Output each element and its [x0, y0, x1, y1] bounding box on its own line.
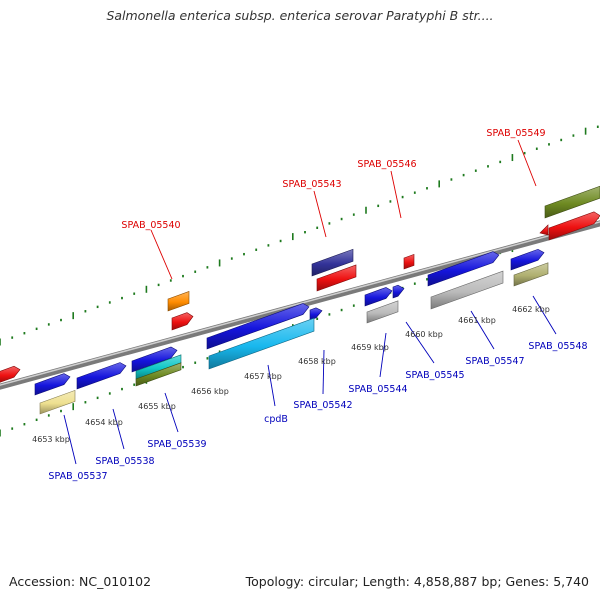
gene-feature — [392, 284, 405, 299]
gene-label-spab_05540: SPAB_05540 — [121, 220, 180, 231]
kbp-label: 4653 kbp — [32, 435, 70, 444]
gene-label-spab_05545: SPAB_05545 — [405, 370, 464, 381]
leader-line — [322, 349, 325, 395]
leader-line — [532, 295, 557, 335]
gene-feature — [510, 248, 545, 271]
gene-label-spab_05539: SPAB_05539 — [147, 439, 206, 450]
gene-feature — [513, 262, 549, 287]
kbp-label: 4661 kbp — [458, 316, 496, 325]
map-title: Salmonella enterica subsp. enterica sero… — [106, 8, 494, 23]
gene-feature — [366, 300, 399, 324]
leader-line — [63, 414, 77, 465]
gene-feature — [364, 287, 393, 307]
leader-line — [267, 364, 276, 407]
gene-feature — [171, 312, 194, 331]
gene-label-cpdb: cpdB — [264, 414, 288, 425]
leader-line — [112, 408, 125, 450]
gene-feature — [544, 185, 600, 219]
gene-label-spab_05538: SPAB_05538 — [95, 456, 154, 467]
backbone-highlight — [0, 221, 600, 386]
gene-feature — [0, 365, 21, 383]
kbp-label: 4662 kbp — [512, 305, 550, 314]
top-tick-track — [0, 125, 599, 346]
kbp-label: 4658 kbp — [298, 357, 336, 366]
gene-feature — [39, 389, 76, 415]
gene-feature — [208, 317, 315, 370]
gene-label-spab_05547: SPAB_05547 — [465, 356, 524, 367]
leader-line — [517, 139, 537, 187]
kbp-label: 4656 kbp — [191, 387, 229, 396]
gene-features — [0, 185, 600, 415]
label-leader-lines — [63, 139, 557, 465]
gene-label-spab_05549: SPAB_05549 — [486, 128, 545, 139]
leader-line — [470, 310, 495, 350]
gene-label-spab_05537: SPAB_05537 — [48, 471, 107, 482]
gene-feature — [206, 303, 310, 350]
gene-feature — [311, 248, 354, 277]
kbp-label: 4659 kbp — [351, 343, 389, 352]
leader-line — [390, 170, 402, 219]
accession-text: Accession: NC_010102 — [9, 574, 152, 589]
gene-label-spab_05542: SPAB_05542 — [293, 400, 352, 411]
leader-line — [405, 321, 435, 364]
gene-feature — [539, 224, 549, 236]
kbp-scale-labels: 4653 kbp 4654 kbp 4655 kbp 4656 kbp 4657 kbp… — [32, 305, 550, 444]
genome-summary-text: Topology: circular; Length: 4,858,887 bp… — [245, 574, 589, 589]
leader-line — [313, 190, 327, 238]
gene-feature — [403, 253, 415, 270]
gene-feature — [316, 264, 357, 292]
kbp-label: 4654 kbp — [85, 418, 123, 427]
gene-feature — [430, 270, 504, 310]
gene-label-spab_05546: SPAB_05546 — [357, 159, 416, 170]
kbp-label: 4657 kbp — [244, 372, 282, 381]
kbp-label: 4660 kbp — [405, 330, 443, 339]
leader-line — [164, 392, 179, 433]
gene-feature — [34, 373, 71, 396]
gene-feature — [76, 362, 127, 390]
gene-label-spab_05548: SPAB_05548 — [528, 341, 587, 352]
gene-feature — [135, 362, 182, 387]
gene-feature — [427, 251, 500, 287]
gene-label-spab_05544: SPAB_05544 — [348, 384, 407, 395]
gene-feature — [167, 291, 190, 312]
kbp-label: 4655 kbp — [138, 402, 176, 411]
gene-feature — [131, 346, 178, 373]
gene-feature — [309, 307, 323, 321]
leader-line — [150, 229, 173, 280]
gene-label-spab_05543: SPAB_05543 — [282, 179, 341, 190]
gene-labels: SPAB_05540 SPAB_05543 SPAB_05546 SPAB_05549… — [48, 128, 587, 482]
leader-line — [379, 332, 387, 378]
gene-feature — [548, 211, 600, 241]
